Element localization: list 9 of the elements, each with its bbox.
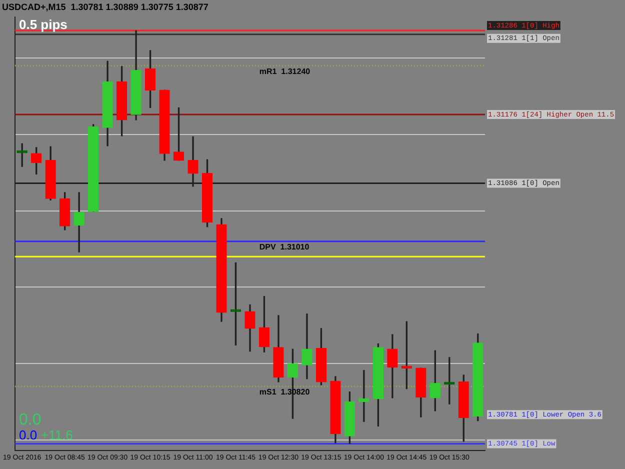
candlestick bbox=[74, 192, 84, 252]
annotation: 0.5 pips bbox=[18, 16, 68, 32]
chart-title: USDCAD+,M15 1.30781 1.30889 1.30775 1.30877 bbox=[2, 2, 208, 12]
candlestick bbox=[358, 370, 370, 422]
annotation: 0.0 bbox=[18, 428, 38, 443]
ref-line-label: DPV 1.31010 bbox=[259, 242, 310, 252]
annotation: 0.0 bbox=[18, 412, 42, 429]
annotation: +11.6 bbox=[40, 428, 73, 443]
ref-line-label: mR1 1.31240 bbox=[259, 66, 311, 76]
